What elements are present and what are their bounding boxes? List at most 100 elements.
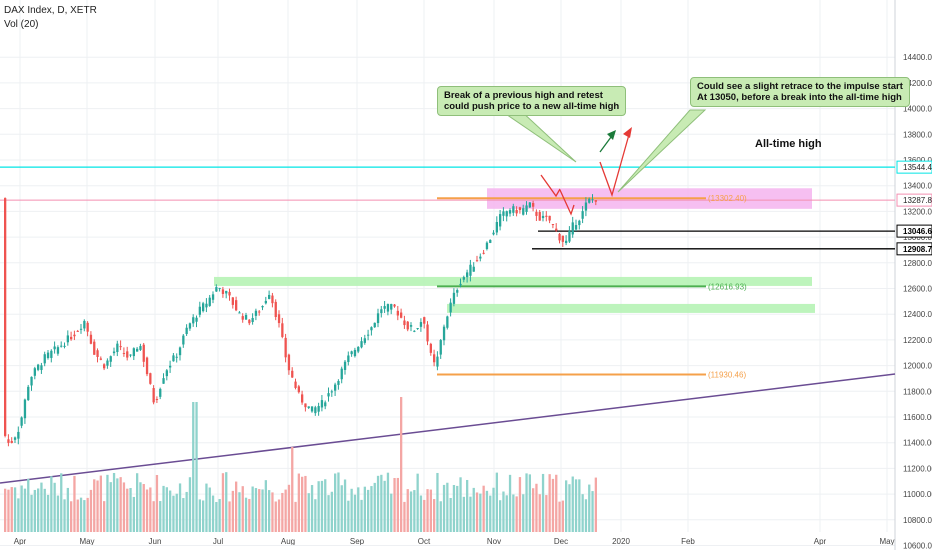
volume-bar	[337, 472, 340, 532]
candle-body	[218, 287, 221, 289]
candle-body	[436, 356, 439, 367]
candle-body	[376, 313, 380, 324]
candle-body	[119, 346, 122, 348]
volume-bar	[367, 489, 370, 532]
candle-body	[4, 198, 7, 436]
candle-body	[46, 352, 50, 359]
candle-body	[475, 260, 479, 262]
volume-bar	[495, 472, 498, 532]
volume-bar	[343, 479, 347, 532]
candle-body	[545, 215, 548, 217]
volume-bar	[93, 479, 96, 532]
candle-body	[479, 256, 482, 259]
volume-bar	[462, 496, 465, 532]
candle-body	[383, 306, 386, 309]
volume-bar	[390, 493, 393, 532]
candle-body	[248, 319, 251, 324]
candle-body	[343, 361, 347, 370]
x-tick-label: May	[879, 537, 894, 546]
candle-body	[145, 357, 149, 375]
volume-bar	[169, 490, 172, 532]
callout-break-retest: Break of a previous high and retest coul…	[437, 86, 627, 116]
candle-body	[489, 240, 492, 243]
candle-body	[73, 334, 76, 337]
candle-body	[528, 202, 531, 208]
y-tick-label: 13400.00	[903, 182, 932, 191]
volume-bar	[258, 489, 261, 532]
volume-bar	[594, 477, 597, 532]
volume-bar	[129, 487, 132, 532]
volume-bar	[571, 476, 574, 532]
callout-pointer	[498, 109, 577, 163]
candle-body	[350, 351, 353, 355]
volume-bar	[96, 480, 99, 532]
volume-bar	[83, 500, 86, 532]
y-tick-label: 14400.00	[903, 53, 932, 62]
candle-body	[482, 252, 485, 254]
candle-body	[271, 295, 274, 304]
candle-body	[446, 316, 449, 328]
candle-body	[86, 322, 89, 332]
volume-bar	[30, 494, 33, 532]
volume-bar	[188, 477, 192, 532]
volume-bar	[406, 489, 409, 532]
volume-bar	[241, 486, 244, 532]
candle-body	[106, 360, 109, 366]
volume-bar	[452, 485, 456, 532]
candle-body	[33, 368, 36, 376]
candle-body	[43, 354, 46, 364]
volume-bar	[522, 494, 525, 532]
candle-body	[327, 393, 330, 397]
volume-bar	[76, 499, 79, 532]
y-tick-label: 11000.00	[903, 490, 932, 499]
candle-body	[423, 317, 426, 324]
candle-body	[558, 233, 561, 241]
candle-body	[241, 316, 244, 320]
volume-bar	[244, 497, 248, 532]
volume-bar	[330, 491, 333, 532]
x-tick-label: Jun	[149, 537, 162, 546]
candle-body	[185, 327, 188, 335]
volume-bar	[66, 487, 69, 532]
y-tick-label: 11400.00	[903, 439, 932, 448]
candle-body	[281, 323, 284, 337]
callout-pointer	[617, 109, 707, 193]
candle-body	[70, 336, 73, 340]
volume-bar	[485, 490, 489, 532]
price-tag-label: 13287.83	[903, 196, 932, 205]
candle-body	[452, 292, 456, 304]
price-tag-label: 12908.73	[903, 245, 932, 254]
candle-body	[340, 368, 343, 380]
y-tick-label: 11600.00	[903, 413, 932, 422]
volume-bar	[588, 484, 591, 532]
candle-body	[571, 222, 574, 235]
candle-body	[307, 406, 310, 408]
candle-body	[518, 207, 522, 211]
x-tick-label: Jul	[213, 537, 223, 546]
volume-bar	[86, 497, 89, 532]
volume-bar	[287, 484, 291, 532]
candle-body	[211, 294, 215, 300]
volume-bar	[353, 494, 357, 532]
volume-bar	[409, 491, 413, 532]
candle-body	[169, 365, 172, 368]
candle-body	[63, 345, 66, 347]
y-tick-label: 12800.00	[903, 259, 932, 268]
volume-bar	[205, 483, 208, 532]
x-tick-label: Aug	[281, 537, 295, 546]
volume-bar	[373, 482, 376, 532]
y-tick-label: 10600.00	[903, 542, 932, 550]
candle-body	[472, 266, 475, 272]
candle-body	[50, 350, 53, 358]
volume-bar	[423, 499, 426, 532]
volume-bar	[317, 481, 320, 532]
candle-body	[363, 338, 366, 343]
candle-body	[188, 323, 192, 329]
candle-body	[456, 290, 459, 293]
volume-bar	[574, 479, 578, 532]
candle-body	[172, 355, 175, 362]
volume-bar	[555, 474, 558, 532]
candle-body	[109, 356, 112, 362]
arrow-head	[623, 127, 632, 138]
